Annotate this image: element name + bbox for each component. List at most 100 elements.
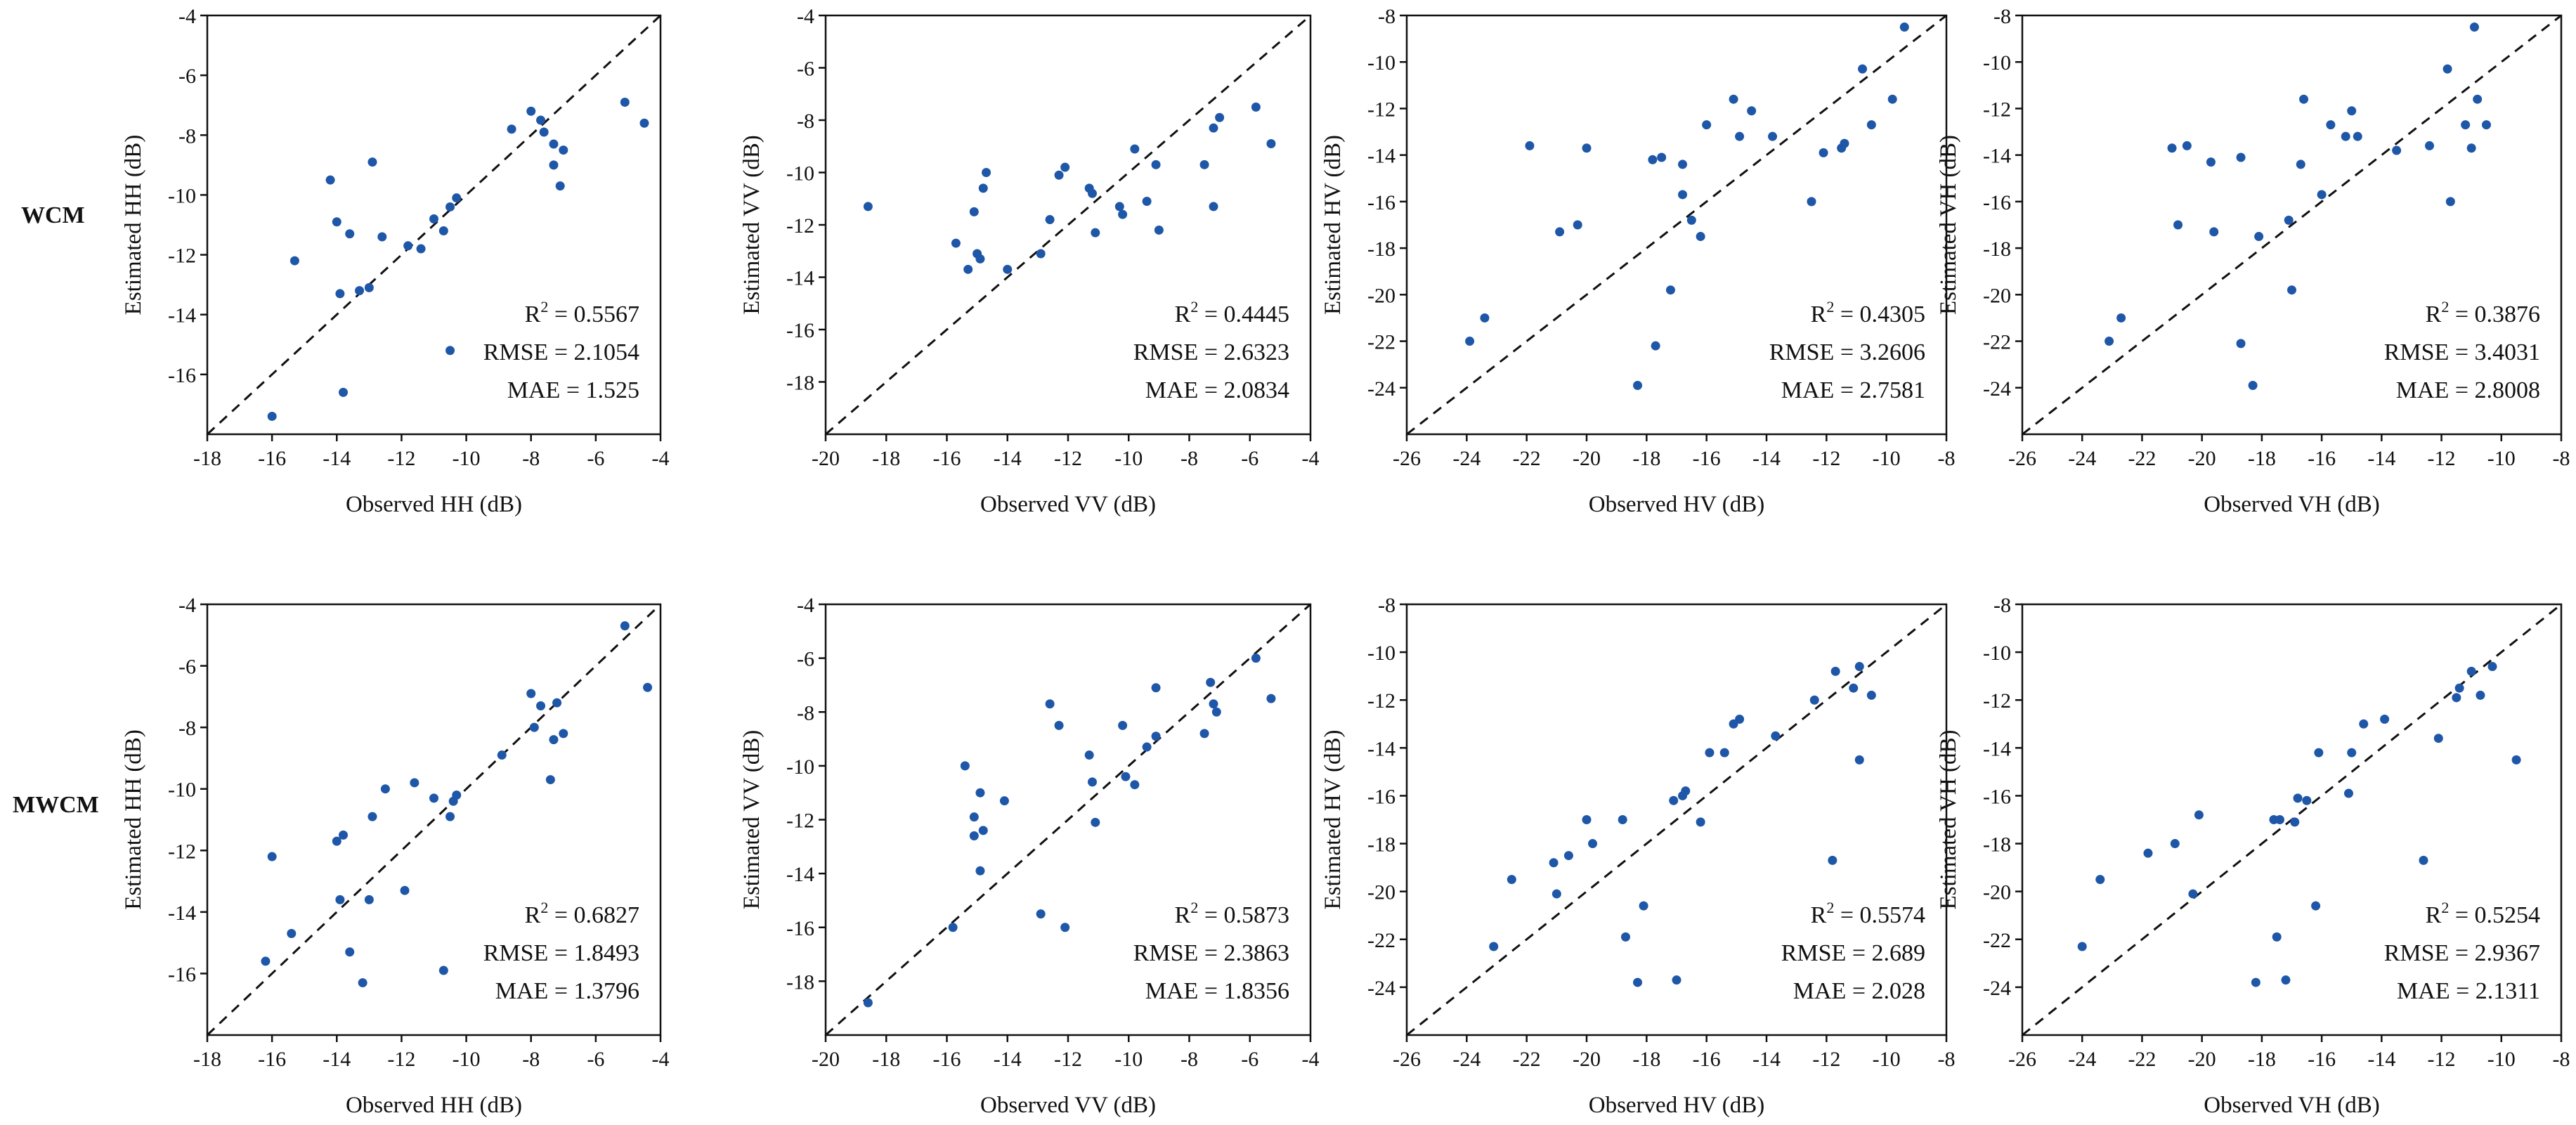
- x-tick-label: -10: [1114, 447, 1143, 470]
- x-tick-label: -10: [1873, 1048, 1901, 1071]
- y-axis-label: Estimated HV (dB): [1320, 135, 1346, 315]
- data-point: [1036, 909, 1046, 919]
- data-point: [400, 885, 410, 895]
- data-point: [1563, 851, 1573, 861]
- data-point: [1209, 699, 1218, 709]
- data-point: [1036, 249, 1046, 259]
- data-point: [364, 895, 374, 904]
- data-point: [1154, 225, 1164, 235]
- data-point: [267, 852, 277, 861]
- data-point: [2296, 160, 2305, 169]
- data-point: [1199, 729, 1209, 739]
- x-tick-label: -4: [652, 1048, 670, 1071]
- y-tick-label: -24: [1983, 977, 2011, 1000]
- data-point: [549, 139, 559, 149]
- data-point: [345, 947, 355, 957]
- data-point: [438, 226, 448, 236]
- x-tick-label: -10: [2487, 447, 2516, 470]
- y-tick-label: -6: [797, 648, 814, 671]
- data-point: [452, 790, 462, 800]
- data-point: [969, 831, 979, 840]
- data-point: [1507, 875, 1516, 885]
- data-point: [960, 761, 970, 771]
- y-tick-label: -16: [168, 364, 196, 387]
- mae-label: MAE = 2.1311: [2397, 978, 2540, 1004]
- data-point: [355, 286, 365, 296]
- plot-frame: [206, 603, 662, 1036]
- y-axis-label: Estimated VH (dB): [1936, 729, 1961, 909]
- x-tick-label: -12: [2428, 1048, 2456, 1071]
- data-point: [2251, 977, 2260, 987]
- y-tick-label: -12: [786, 809, 814, 833]
- mae-label: MAE = 2.0834: [1145, 377, 1289, 403]
- x-tick-label: -16: [2308, 1048, 2336, 1071]
- r-squared-value: 0.4305: [1860, 301, 1926, 327]
- data-point: [1142, 742, 1152, 752]
- one-to-one-line: [1406, 14, 1947, 436]
- r-squared-symbol: R: [1175, 301, 1191, 327]
- y-tick-label: -4: [797, 5, 814, 28]
- plot-frame: [1405, 14, 1948, 436]
- r-squared-value: 0.6827: [574, 902, 640, 928]
- y-tick-label: -18: [786, 970, 814, 994]
- chart-panel-mwcm-2: -26 -24 -22 -20 -18 -16 -14 -12 -10 -8 -24 -22 -20 -1…: [1320, 594, 1956, 1118]
- data-point: [1084, 750, 1094, 760]
- mae-label: MAE = 1.525: [507, 377, 639, 403]
- data-point: [2380, 714, 2390, 724]
- data-point: [2275, 815, 2284, 824]
- data-point: [1151, 160, 1161, 169]
- data-point: [2236, 339, 2246, 349]
- x-tick-label: -10: [453, 447, 481, 470]
- data-point: [2209, 227, 2219, 237]
- x-tick-label: -26: [1393, 1048, 1421, 1071]
- x-tick-label: -10: [453, 1048, 481, 1071]
- data-point: [2481, 120, 2491, 130]
- x-tick-label: -18: [1632, 1048, 1660, 1071]
- r-squared-symbol: R: [1175, 902, 1191, 928]
- data-point: [549, 160, 559, 170]
- data-point: [1702, 120, 1712, 130]
- data-point: [2343, 788, 2353, 798]
- data-point: [975, 866, 985, 876]
- data-point: [1639, 901, 1648, 911]
- rmse-label: RMSE = 2.3863: [1133, 940, 1289, 966]
- data-point: [1620, 932, 1630, 942]
- y-tick-label: -22: [1367, 929, 1396, 952]
- y-tick-label: -6: [178, 656, 196, 679]
- y-tick-label: -16: [1367, 785, 1396, 808]
- y-tick-label: -18: [1983, 238, 2011, 261]
- data-point: [1681, 786, 1691, 796]
- x-tick-label: -16: [1693, 1048, 1721, 1071]
- data-point: [339, 830, 348, 840]
- mae-label: MAE = 2.028: [1793, 978, 1925, 1004]
- data-point: [2392, 145, 2402, 155]
- data-point: [1633, 977, 1643, 987]
- x-tick-label: -26: [1393, 447, 1421, 470]
- r-squared-symbol: R: [1811, 902, 1827, 928]
- r-squared-superscript: 2: [1826, 899, 1834, 916]
- x-tick-label: -14: [1752, 1048, 1781, 1071]
- x-axis-label: Observed HH (dB): [346, 492, 522, 517]
- data-point: [380, 784, 390, 794]
- one-to-one-line: [2022, 14, 2562, 436]
- x-tick-label: -24: [1452, 1048, 1481, 1071]
- y-tick-label: -18: [786, 372, 814, 395]
- y-tick-label: -24: [1367, 977, 1396, 1000]
- data-point: [445, 202, 455, 212]
- plot-frame: [1405, 603, 1948, 1036]
- data-point: [552, 698, 562, 708]
- r-squared-superscript: 2: [1190, 298, 1198, 316]
- data-point: [1151, 683, 1161, 693]
- data-point: [2347, 106, 2357, 116]
- x-tick-label: -14: [994, 447, 1022, 470]
- data-point: [1088, 777, 1097, 787]
- data-point: [2206, 157, 2216, 167]
- y-tick-label: -16: [168, 963, 196, 986]
- data-point: [1657, 152, 1667, 162]
- y-tick-label: -12: [168, 840, 196, 863]
- y-tick-label: -16: [1983, 785, 2011, 808]
- y-tick-label: -14: [168, 902, 196, 925]
- y-tick-label: -18: [1367, 833, 1396, 857]
- y-tick-label: -16: [786, 917, 814, 940]
- mae-label: MAE = 1.8356: [1145, 978, 1289, 1004]
